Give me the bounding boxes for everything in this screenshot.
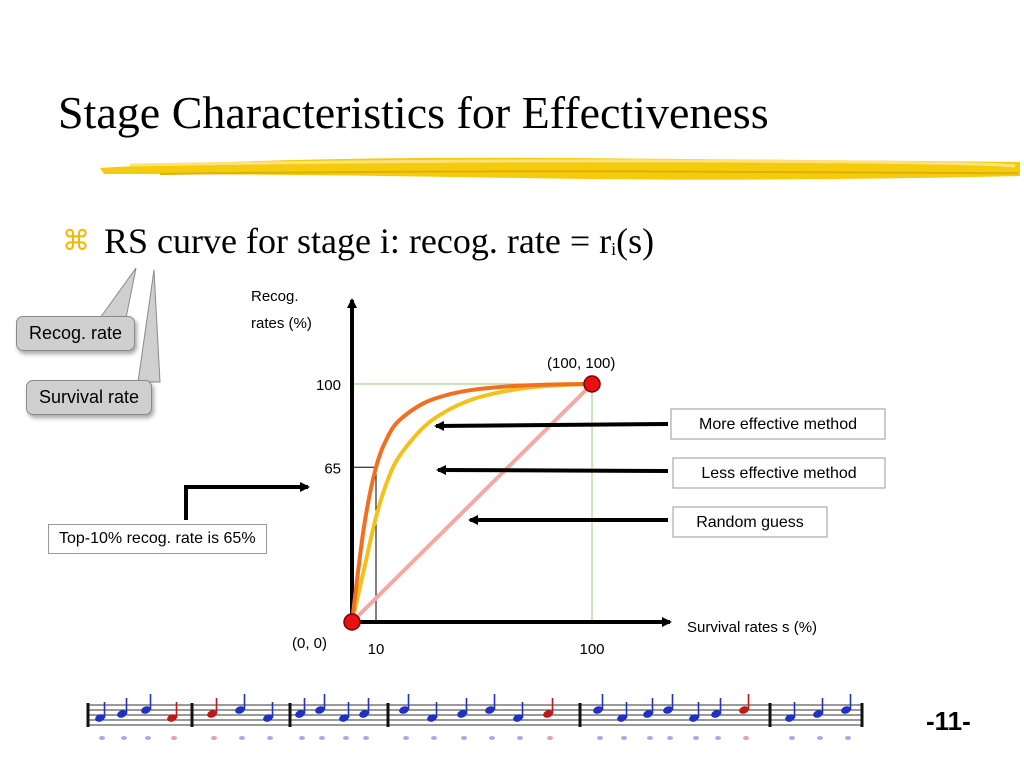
music-note-icon: [359, 710, 369, 718]
note-reflection: [211, 736, 217, 740]
music-note-icon: [663, 706, 673, 714]
endpoint-layer: [343, 375, 601, 631]
music-note-icon: [739, 706, 749, 714]
music-note-icon: [457, 710, 467, 718]
note-reflection: [319, 736, 325, 740]
x-tick-10: 10: [368, 641, 385, 658]
note-reflection: [621, 736, 627, 740]
note-reflection: [461, 736, 467, 740]
callout-recog-pointer: [99, 267, 137, 319]
note-reflection: [845, 736, 851, 740]
note-reflection: [145, 736, 151, 740]
random-guess-curve: [350, 382, 594, 624]
music-note-icon: [315, 706, 325, 714]
arrow-more-effective: [434, 420, 669, 431]
music-note-icon: [295, 710, 305, 718]
note-reflection: [817, 736, 823, 740]
music-note-icon: [593, 706, 603, 714]
bullet-rs-curve: ⌘ RS curve for stage i: recog. rate = ri(…: [62, 220, 654, 263]
y-tick-65: 65: [324, 460, 341, 477]
note-reflection: [547, 736, 553, 740]
bullet-tail: (s): [616, 221, 655, 261]
note-reflection: [299, 736, 305, 740]
end-point-label: (100, 100): [547, 355, 615, 372]
note-reflection: [403, 736, 409, 740]
music-note-icon: [167, 714, 177, 722]
end-point: [583, 375, 601, 393]
music-note-icon: [95, 714, 105, 722]
origin-label: (0, 0): [292, 635, 327, 652]
note-reflection: [743, 736, 749, 740]
music-note-icon: [427, 714, 437, 722]
music-note-icon: [643, 710, 653, 718]
music-note-icon: [399, 706, 409, 714]
note-reflection: [363, 736, 369, 740]
slide-title: Stage Characteristics for Effectiveness: [58, 87, 769, 138]
note-reflection: [597, 736, 603, 740]
page-number: -11-: [926, 706, 971, 736]
top10-note-box: Top-10% recog. rate is 65%: [48, 524, 267, 554]
music-note-icon: [617, 714, 627, 722]
arrow-less-effective: [436, 465, 669, 476]
music-note-icon: [263, 714, 273, 722]
note-reflection: [171, 736, 177, 740]
less-effective-method-label: Less effective method: [701, 465, 856, 482]
callout-recog-rate: Recog. rate: [16, 316, 136, 351]
bullet-subscript: i: [611, 239, 617, 259]
music-note-icon: [117, 710, 127, 718]
note-reflection: [343, 736, 349, 740]
music-note-icon: [689, 714, 699, 722]
note-reflection: [489, 736, 495, 740]
note-reflection: [667, 736, 673, 740]
tick-labels: 10 100 65 100: [316, 377, 605, 658]
more-effective-method-label-box: [670, 408, 886, 440]
music-note-icon: [485, 706, 495, 714]
music-note-icon: [513, 714, 523, 722]
music-note-icon: [235, 706, 245, 714]
note-reflection: [239, 736, 245, 740]
music-note-icon: [841, 706, 851, 714]
music-note-icon: [207, 710, 217, 718]
series-layer: [350, 382, 594, 624]
less-effective-method-label-box: [672, 457, 886, 489]
music-note-icon: [785, 714, 795, 722]
y-tick-100: 100: [316, 377, 341, 394]
note-reflection: [693, 736, 699, 740]
y-axis-label-line1: Recog.: [251, 288, 299, 305]
y-axis-label-line2: rates (%): [251, 315, 312, 332]
note-reflection: [267, 736, 273, 740]
note-reflection: [647, 736, 653, 740]
x-axis-label: Survival rates s (%): [687, 619, 817, 636]
note-reflection: [121, 736, 127, 740]
arrow-top10-note: [184, 482, 310, 520]
music-note-icon: [339, 714, 349, 722]
series-labels: More effective method Less effective meth…: [670, 408, 886, 538]
note-reflection: [431, 736, 437, 740]
music-note-icon: [813, 710, 823, 718]
random-guess-label-box: [672, 506, 828, 538]
origin-point: [343, 613, 361, 631]
callout-survival-rate: Survival rate: [26, 380, 153, 415]
music-note-icon: [543, 710, 553, 718]
note-reflection: [789, 736, 795, 740]
note-reflection: [99, 736, 105, 740]
bullet-icon: ⌘: [62, 226, 90, 257]
more-effective-method-curve: [350, 382, 594, 624]
x-tick-100: 100: [579, 641, 604, 658]
note-reflection: [715, 736, 721, 740]
more-effective-method-label: More effective method: [699, 416, 857, 433]
title-underline: [100, 157, 1020, 180]
music-note-icon: [711, 710, 721, 718]
callout-survival-pointer: [137, 269, 161, 383]
music-notes-footer: [86, 694, 864, 740]
bullet-text: RS curve for stage i: recog. rate = r: [104, 221, 612, 261]
random-guess-label: Random guess: [696, 514, 804, 531]
music-note-icon: [141, 706, 151, 714]
note-reflection: [517, 736, 523, 740]
